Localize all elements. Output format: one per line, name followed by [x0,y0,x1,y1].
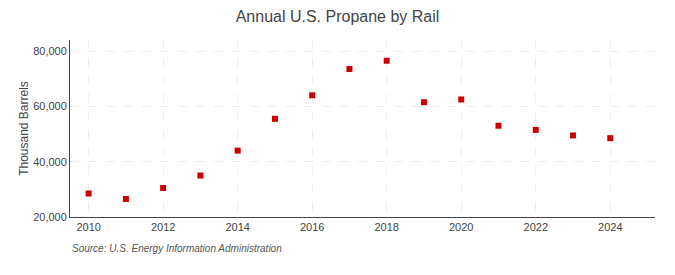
svg-text:Source: U.S. Energy Informatio: Source: U.S. Energy Information Administ… [72,243,282,254]
svg-text:2016: 2016 [300,221,324,233]
svg-text:2024: 2024 [598,221,622,233]
svg-text:Thousand Barrels: Thousand Barrels [17,81,31,176]
svg-text:Annual U.S. Propane by Rail: Annual U.S. Propane by Rail [236,8,440,25]
svg-text:20,000: 20,000 [33,211,67,223]
svg-text:2020: 2020 [449,221,473,233]
svg-text:80,000: 80,000 [33,45,67,57]
svg-text:40,000: 40,000 [33,156,67,168]
svg-text:2012: 2012 [151,221,175,233]
svg-text:2022: 2022 [524,221,548,233]
svg-text:2014: 2014 [225,221,249,233]
svg-text:2010: 2010 [76,221,100,233]
svg-text:60,000: 60,000 [33,100,67,112]
svg-text:2018: 2018 [374,221,398,233]
